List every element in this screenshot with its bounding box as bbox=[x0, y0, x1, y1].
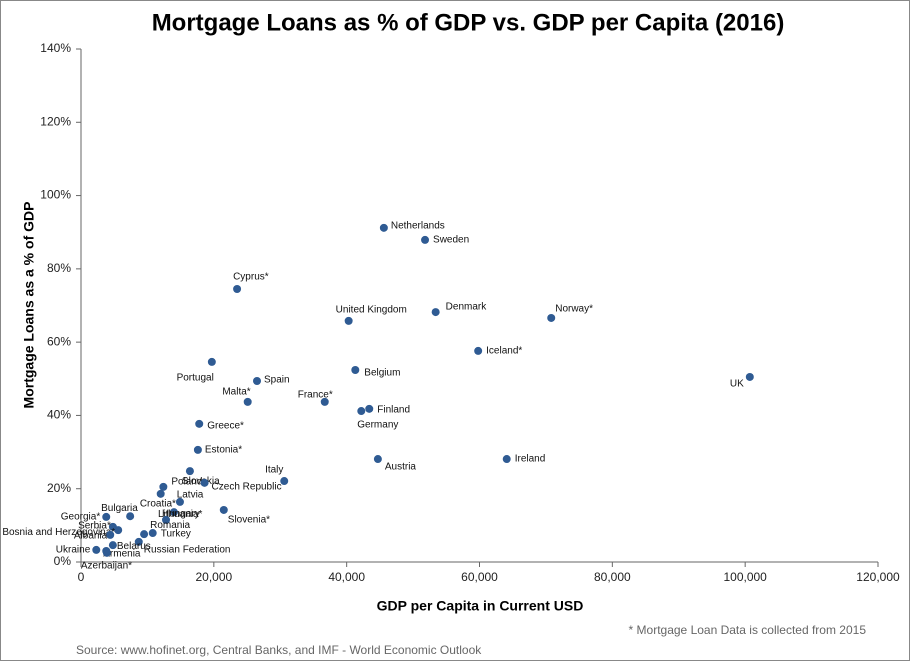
point-label: Belarus bbox=[117, 541, 151, 552]
point bbox=[253, 376, 262, 385]
point-label: Latvia bbox=[177, 489, 204, 500]
point-label: Ukraine bbox=[56, 545, 91, 556]
point bbox=[148, 529, 157, 538]
point bbox=[431, 308, 440, 317]
point-label: Netherlands bbox=[391, 220, 445, 231]
point-label: Ireland bbox=[515, 454, 546, 465]
point-label: Georgia* bbox=[61, 512, 101, 523]
point bbox=[195, 419, 204, 428]
x-tick-label: 120,000 bbox=[856, 570, 900, 584]
point bbox=[351, 365, 360, 374]
point bbox=[243, 397, 252, 406]
point-label: Belgium bbox=[364, 368, 400, 379]
point bbox=[344, 316, 353, 325]
point bbox=[159, 482, 168, 491]
point bbox=[233, 285, 242, 294]
point-label: Malta* bbox=[222, 387, 250, 398]
point bbox=[357, 407, 366, 416]
point-label: Czech Republic bbox=[212, 481, 282, 492]
y-tick-label: 120% bbox=[40, 114, 71, 128]
point-label: Germany bbox=[357, 420, 398, 431]
point-label: UK bbox=[730, 379, 744, 390]
point bbox=[106, 530, 115, 539]
point bbox=[421, 235, 430, 244]
point-label: Bosnia and Herzegovina* bbox=[2, 527, 115, 538]
point bbox=[185, 467, 194, 476]
point-label: Greece* bbox=[207, 420, 244, 431]
point bbox=[108, 541, 117, 550]
point bbox=[162, 515, 171, 524]
point-label: Romania bbox=[150, 520, 190, 531]
chart-title: Mortgage Loans as % of GDP vs. GDP per C… bbox=[152, 9, 785, 36]
point bbox=[102, 512, 111, 521]
point bbox=[156, 489, 165, 498]
x-axis-label: GDP per Capita in Current USD bbox=[377, 598, 584, 614]
point-label: Cyprus* bbox=[233, 272, 269, 283]
point bbox=[474, 346, 483, 355]
point bbox=[114, 526, 123, 535]
point bbox=[126, 512, 135, 521]
point-label: Croatia* bbox=[140, 499, 176, 510]
point bbox=[320, 397, 329, 406]
x-tick-label: 20,000 bbox=[195, 570, 232, 584]
point bbox=[379, 223, 388, 232]
point bbox=[280, 477, 289, 486]
y-tick-label: 0% bbox=[54, 554, 72, 568]
point bbox=[502, 455, 511, 464]
point-label: Armenia bbox=[103, 549, 141, 560]
point-label: Azerbaijan* bbox=[81, 560, 132, 571]
point-label: Lithuania* bbox=[158, 509, 203, 520]
point bbox=[169, 508, 178, 517]
point-label: Sweden bbox=[433, 235, 469, 246]
point bbox=[92, 545, 101, 554]
x-tick-label: 100,000 bbox=[723, 570, 767, 584]
y-tick-label: 40% bbox=[47, 408, 71, 422]
y-axis-label: Mortgage Loans as a % of GDP bbox=[21, 202, 37, 409]
point-label: France* bbox=[298, 390, 333, 401]
x-tick-label: 40,000 bbox=[328, 570, 365, 584]
point-label: Portugal bbox=[177, 373, 214, 384]
point bbox=[745, 372, 754, 381]
point-label: Poland bbox=[171, 477, 202, 488]
point-label: Spain bbox=[264, 375, 290, 386]
point-label: Iceland* bbox=[486, 346, 522, 357]
source: Source: www.hofinet.org, Central Banks, … bbox=[76, 643, 482, 657]
x-tick-label: 0 bbox=[78, 570, 85, 584]
point-label: Serbia* bbox=[78, 520, 111, 531]
y-tick-label: 20% bbox=[47, 481, 71, 495]
point-label: Russian Federation bbox=[144, 544, 231, 555]
point-label: Finland bbox=[377, 404, 410, 415]
point-label: Denmark bbox=[446, 302, 488, 313]
point-label: Albania bbox=[74, 531, 108, 542]
point-label: United Kingdom bbox=[336, 305, 407, 316]
footnote: * Mortgage Loan Data is collected from 2… bbox=[629, 623, 867, 637]
point-label: Italy bbox=[265, 465, 283, 476]
point-label: Estonia* bbox=[205, 445, 242, 456]
point-label: Hungary bbox=[162, 509, 200, 520]
point-label: Slovenia* bbox=[228, 515, 270, 526]
y-tick-label: 100% bbox=[40, 188, 71, 202]
point bbox=[193, 445, 202, 454]
point-label: Norway* bbox=[555, 304, 593, 315]
y-tick-label: 140% bbox=[40, 41, 71, 55]
x-tick-label: 80,000 bbox=[594, 570, 631, 584]
point-label: Bulgaria bbox=[101, 503, 138, 514]
x-tick-label: 60,000 bbox=[461, 570, 498, 584]
point bbox=[200, 478, 209, 487]
point bbox=[207, 357, 216, 366]
point bbox=[175, 497, 184, 506]
point bbox=[140, 530, 149, 539]
point-label: Austria bbox=[385, 462, 417, 473]
y-tick-label: 60% bbox=[47, 334, 71, 348]
point bbox=[219, 505, 228, 514]
point-label: Turkey bbox=[161, 529, 191, 540]
point bbox=[547, 313, 556, 322]
point bbox=[365, 404, 374, 413]
y-tick-label: 80% bbox=[47, 261, 71, 275]
point bbox=[373, 455, 382, 464]
point bbox=[102, 548, 111, 557]
point bbox=[134, 537, 143, 546]
